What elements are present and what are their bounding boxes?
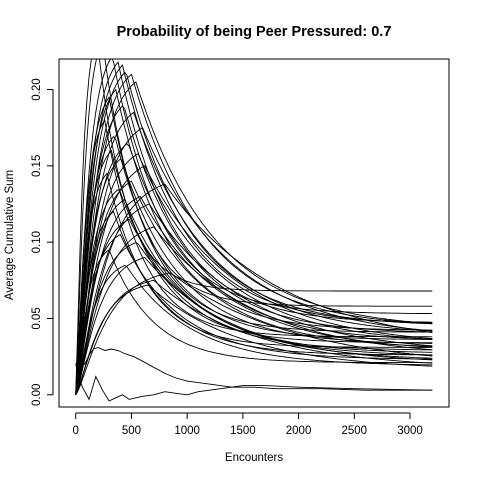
series-line-near-zero bbox=[75, 364, 433, 402]
series-line bbox=[75, 172, 433, 395]
x-axis-label: Encounters bbox=[225, 452, 283, 464]
series-group bbox=[75, 59, 433, 402]
y-tick-label: 0.10 bbox=[31, 231, 43, 253]
series-line bbox=[75, 203, 433, 395]
series-line bbox=[75, 127, 433, 395]
x-tick-label: 2000 bbox=[286, 425, 312, 437]
series-line bbox=[75, 183, 433, 395]
series-line bbox=[75, 111, 433, 395]
x-axis: 0 500 1000 1500 2000 2500 3000 bbox=[73, 412, 423, 437]
series-line bbox=[75, 226, 433, 395]
y-tick-label: 0.05 bbox=[31, 307, 43, 329]
x-tick-label: 1500 bbox=[230, 425, 256, 437]
chart-title: Probability of being Peer Pressured: 0.7 bbox=[117, 24, 392, 40]
plot-frame bbox=[58, 58, 450, 408]
series-line bbox=[75, 81, 433, 395]
series-line bbox=[75, 284, 433, 395]
series-line bbox=[75, 152, 433, 395]
series-line bbox=[75, 233, 433, 395]
x-tick-label: 2500 bbox=[341, 425, 367, 437]
series-line bbox=[75, 61, 433, 395]
series-line bbox=[75, 105, 433, 395]
series-line bbox=[75, 279, 433, 396]
y-tick-label: 0.15 bbox=[31, 155, 43, 177]
y-tick-label: 0.20 bbox=[31, 78, 43, 100]
series-line bbox=[75, 59, 433, 395]
series-line bbox=[75, 158, 433, 395]
series-line bbox=[75, 165, 433, 395]
series-line bbox=[75, 73, 433, 395]
series-line bbox=[75, 118, 433, 395]
series-line bbox=[75, 64, 433, 395]
y-tick-label: 0.00 bbox=[31, 384, 43, 406]
series-line bbox=[75, 198, 433, 395]
series-line bbox=[75, 88, 433, 395]
y-axis-label: Average Cumulative Sum bbox=[4, 170, 16, 300]
series-line-low-wiggle bbox=[75, 347, 433, 391]
series-line bbox=[75, 143, 433, 395]
x-tick-label: 3000 bbox=[397, 425, 423, 437]
series-line bbox=[75, 249, 433, 395]
x-tick-label: 500 bbox=[122, 425, 141, 437]
series-line bbox=[75, 264, 433, 395]
series-line bbox=[75, 242, 433, 395]
y-axis: 0.00 0.05 0.10 0.15 0.20 bbox=[31, 78, 54, 406]
series-line bbox=[75, 135, 433, 395]
x-tick-label: 1000 bbox=[174, 425, 200, 437]
series-line bbox=[75, 256, 433, 395]
series-line bbox=[75, 195, 433, 395]
x-tick-label: 0 bbox=[73, 425, 79, 437]
